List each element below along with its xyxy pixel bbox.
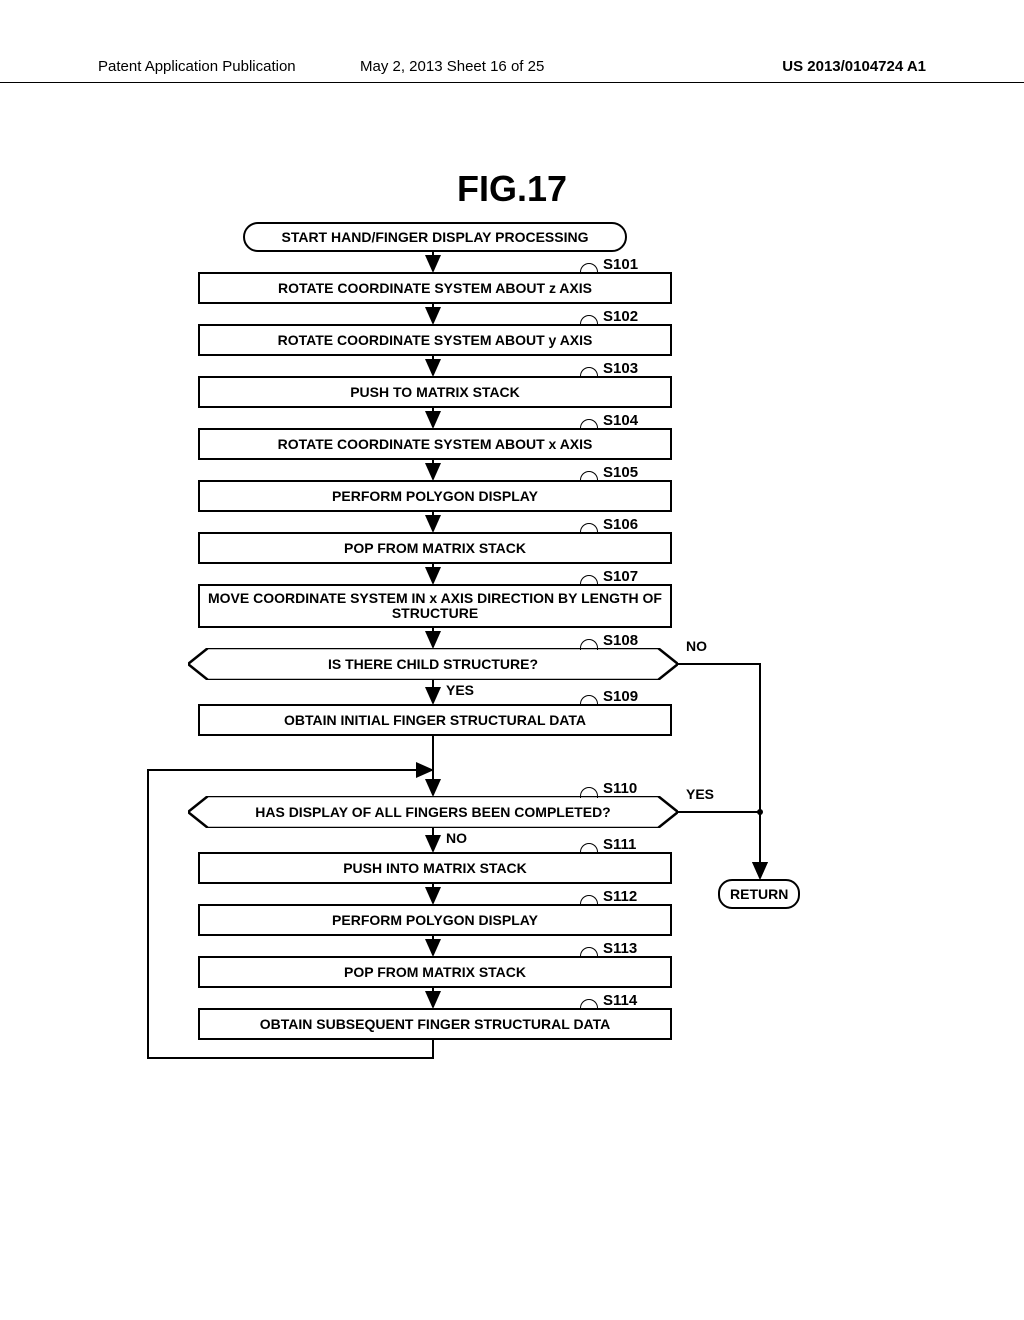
page: Patent Application Publication May 2, 20…: [0, 0, 1024, 1320]
connectors: [0, 0, 1024, 1320]
